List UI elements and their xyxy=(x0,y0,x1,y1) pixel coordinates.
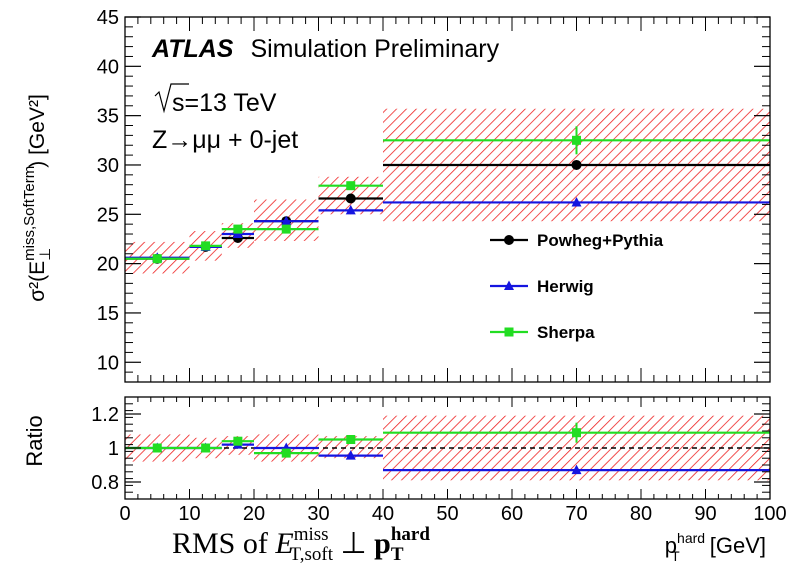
herwig-point-3 xyxy=(281,215,292,226)
ratio-y-ticks: 0.8 1 1.2 xyxy=(91,396,770,500)
ratio-y-axis-label: Ratio xyxy=(22,415,47,466)
x-tick-label-7: 70 xyxy=(565,503,587,525)
energy-label: s=13 TeV xyxy=(154,83,277,117)
x-tick-label-4: 40 xyxy=(372,503,394,525)
sherpa-point-0 xyxy=(152,443,162,453)
sqrt-sign xyxy=(154,83,189,114)
ratio-x-ticks: 0 10 20 30 40 50 60 70 80 90 100 xyxy=(119,397,787,525)
process-label: Z→μμ + 0-jet xyxy=(152,126,298,154)
main-y-axis-label: σ²(Emiss,SoftTerm⊥) [GeV²] xyxy=(21,94,54,302)
sherpa-point-3 xyxy=(281,448,291,458)
sherpa-point-4 xyxy=(346,181,356,191)
sherpa-point-2 xyxy=(233,224,243,234)
x-tick-label-6: 60 xyxy=(501,503,523,525)
x-tick-label-0: 0 xyxy=(119,503,130,525)
y-tick-label-3: 25 xyxy=(97,204,119,226)
legend-marker-sherpa xyxy=(504,327,514,337)
x-tick-label-1: 10 xyxy=(178,503,200,525)
y-tick-label-6: 40 xyxy=(97,56,119,78)
sherpa-point-1 xyxy=(201,443,211,453)
herwig-point-4 xyxy=(345,204,356,215)
ratio-series xyxy=(125,422,770,475)
legend-label-powheg-pythia: Powheg+Pythia xyxy=(537,231,664,250)
y-tick-label-1: 1 xyxy=(108,438,119,460)
legend: Powheg+Pythia Herwig Sherpa xyxy=(490,231,664,342)
band-bin-4 xyxy=(318,436,383,459)
svg-text:s=13 TeV: s=13 TeV xyxy=(172,89,277,117)
y-tick-label-7: 45 xyxy=(97,7,119,29)
atlas-label: ATLAS Simulation Preliminary xyxy=(151,35,500,63)
x-axis-label: phard T [GeV] xyxy=(665,530,766,564)
herwig-point-5 xyxy=(571,464,582,475)
herwig-point-4 xyxy=(345,450,356,460)
x-tick-label-9: 90 xyxy=(694,503,716,525)
main-x-ticks xyxy=(124,17,771,382)
y-tick-label-5: 35 xyxy=(97,106,119,128)
x-tick-label-8: 80 xyxy=(630,503,652,525)
legend-label-sherpa: Sherpa xyxy=(537,323,595,342)
sherpa-point-1 xyxy=(201,241,211,251)
sherpa-point-2 xyxy=(233,436,243,446)
x-tick-label-5: 50 xyxy=(436,503,458,525)
sherpa-point-3 xyxy=(281,224,291,234)
y-tick-label-0: 0.8 xyxy=(91,472,119,494)
figure-caption: RMS of Emiss T,soft ⊥ phard T xyxy=(172,524,430,565)
legend-marker-herwig xyxy=(504,280,514,290)
y-tick-label-2: 1.2 xyxy=(91,404,119,426)
main-y-ticks: 10 15 20 25 30 35 40 45 xyxy=(97,7,770,383)
herwig-point-5 xyxy=(571,196,582,207)
legend-label-herwig: Herwig xyxy=(537,277,594,296)
powheg-pythia-point-4 xyxy=(345,193,356,204)
x-tick-label-10: 100 xyxy=(753,503,786,525)
y-tick-label-0: 10 xyxy=(97,352,119,374)
x-tick-label-3: 30 xyxy=(307,503,329,525)
y-tick-label-4: 30 xyxy=(97,155,119,177)
main-series xyxy=(125,126,770,264)
powheg-pythia-point-5 xyxy=(571,159,582,170)
y-tick-label-1: 15 xyxy=(97,303,119,325)
x-tick-label-2: 20 xyxy=(243,503,265,525)
sherpa-point-0 xyxy=(152,254,162,264)
y-tick-label-2: 20 xyxy=(97,254,119,276)
sherpa-point-4 xyxy=(346,435,356,444)
legend-marker-powheg-pythia xyxy=(504,235,514,245)
